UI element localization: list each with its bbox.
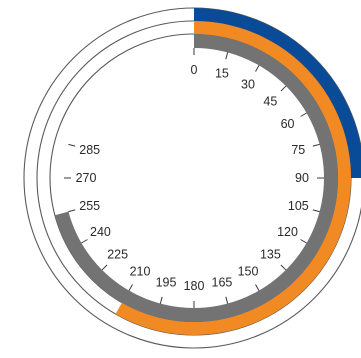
- tick-label: 120: [277, 225, 298, 239]
- arc-layer: [54, 8, 361, 335]
- tick-label: 180: [184, 279, 205, 293]
- tick-mark: [159, 296, 163, 304]
- tick-label: 210: [130, 265, 151, 279]
- tick-label: 150: [238, 265, 259, 279]
- tick-label: 240: [90, 225, 111, 239]
- tick-label: 195: [156, 275, 177, 289]
- tick-mark: [128, 284, 133, 291]
- tick-mark: [312, 143, 320, 147]
- tick-label: 15: [215, 67, 229, 81]
- tick-mark: [255, 65, 260, 72]
- tick-label: 270: [76, 171, 97, 185]
- tick-label: 225: [107, 247, 128, 261]
- tick-mark: [255, 284, 260, 291]
- blue-arc: [194, 8, 361, 178]
- tick-mark: [225, 296, 229, 304]
- tick-label: 0: [191, 63, 198, 77]
- tick-layer: [64, 48, 324, 308]
- tick-label: 60: [281, 117, 295, 131]
- tick-mark: [300, 239, 307, 244]
- tick-mark: [68, 143, 76, 147]
- tick-label: 165: [212, 275, 233, 289]
- tick-mark: [68, 209, 76, 213]
- tick-label: 255: [79, 199, 100, 213]
- tick-label: 105: [288, 199, 309, 213]
- tick-mark: [280, 264, 287, 271]
- tick-label: 30: [241, 77, 255, 91]
- tick-label: 285: [79, 143, 100, 157]
- tick-label: 75: [291, 143, 305, 157]
- tick-mark: [81, 239, 88, 244]
- tick-mark: [101, 264, 108, 271]
- tick-label: 45: [263, 95, 277, 109]
- tick-label: 90: [295, 171, 309, 185]
- tick-mark: [300, 112, 307, 117]
- tick-mark: [312, 209, 320, 213]
- tick-mark: [225, 52, 229, 60]
- tick-label: 135: [260, 247, 281, 261]
- tick-mark: [280, 85, 287, 92]
